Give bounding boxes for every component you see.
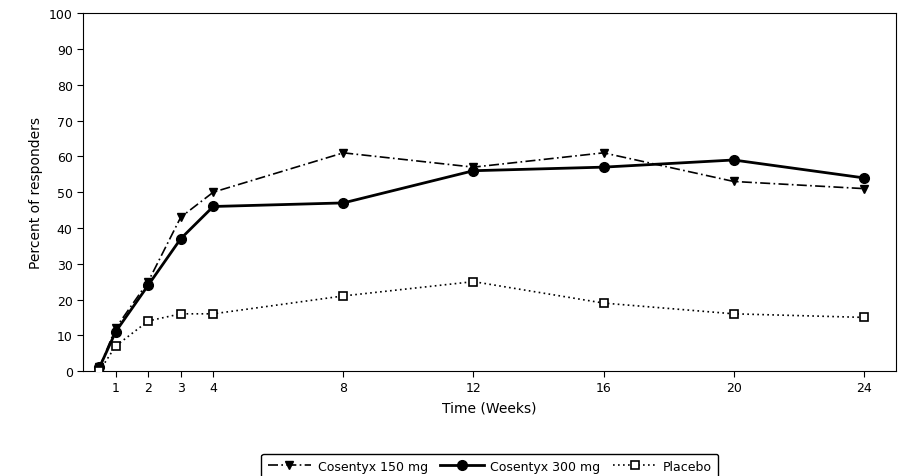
- Placebo: [110, 344, 121, 349]
- Cosentyx 300 mg: [110, 329, 121, 335]
- Cosentyx 150 mg: [208, 190, 219, 196]
- Cosentyx 300 mg: [176, 237, 187, 242]
- Cosentyx 150 mg: [728, 179, 739, 185]
- Cosentyx 150 mg: [94, 365, 105, 371]
- Placebo: [176, 311, 187, 317]
- Line: Placebo: Placebo: [95, 278, 868, 376]
- Cosentyx 150 mg: [598, 150, 609, 156]
- X-axis label: Time (Weeks): Time (Weeks): [443, 400, 537, 414]
- Cosentyx 300 mg: [728, 158, 739, 164]
- Cosentyx 150 mg: [176, 215, 187, 221]
- Cosentyx 300 mg: [142, 283, 153, 288]
- Cosentyx 300 mg: [468, 169, 479, 174]
- Cosentyx 300 mg: [858, 176, 869, 181]
- Cosentyx 300 mg: [94, 365, 105, 371]
- Cosentyx 300 mg: [598, 165, 609, 171]
- Placebo: [728, 311, 739, 317]
- Placebo: [598, 301, 609, 307]
- Placebo: [94, 368, 105, 374]
- Line: Cosentyx 150 mg: Cosentyx 150 mg: [95, 149, 868, 372]
- Cosentyx 150 mg: [338, 150, 349, 156]
- Line: Cosentyx 300 mg: Cosentyx 300 mg: [94, 156, 869, 373]
- Legend: Cosentyx 150 mg, Cosentyx 300 mg, Placebo: Cosentyx 150 mg, Cosentyx 300 mg, Placeb…: [261, 454, 718, 476]
- Cosentyx 150 mg: [468, 165, 479, 171]
- Placebo: [142, 318, 153, 324]
- Cosentyx 300 mg: [208, 204, 219, 210]
- Placebo: [468, 279, 479, 285]
- Placebo: [858, 315, 869, 321]
- Cosentyx 150 mg: [142, 279, 153, 285]
- Placebo: [338, 293, 349, 299]
- Placebo: [208, 311, 219, 317]
- Cosentyx 150 mg: [110, 326, 121, 331]
- Cosentyx 150 mg: [858, 186, 869, 192]
- Cosentyx 300 mg: [338, 201, 349, 207]
- Y-axis label: Percent of responders: Percent of responders: [30, 117, 43, 268]
